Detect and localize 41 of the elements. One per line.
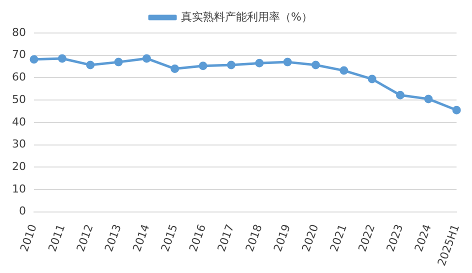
x-tick-label: 2016 [186,222,209,254]
x-tick-label: 2019 [271,222,294,254]
point [424,94,433,104]
point [396,90,404,100]
legend-label: 真实熟料产能利用率（%） [181,10,312,24]
x-tick-label: 2011 [46,222,68,254]
point [198,62,208,70]
x-tick-label: 2023 [384,222,406,254]
point [452,106,461,114]
y-tick-label: 30 [12,138,26,151]
point [226,60,236,70]
x-tick-label: 2010 [18,222,40,254]
point [340,66,348,75]
y-tick-label: 40 [12,115,26,128]
point [255,58,264,68]
x-tick-label: 2014 [130,222,152,254]
point [86,60,95,70]
point [170,64,180,74]
x-tick-label: 2021 [328,222,350,254]
y-tick-label: 20 [12,160,26,173]
point [311,60,320,70]
y-tick-label: 80 [12,26,26,39]
point [30,55,38,64]
y-tick-label: 0 [18,204,26,218]
x-tick-label: 2022 [356,222,378,254]
y-tick-label: 60 [12,70,26,84]
point [114,58,123,66]
y-tick-label: 10 [12,182,26,196]
x-tick-label: 2024 [412,222,434,254]
x-tick-label: 2012 [74,222,96,254]
y-tick-label: 70 [12,48,26,62]
point [368,74,376,84]
x-tick-label: 2018 [243,222,265,254]
x-tick-label: 2017 [214,222,237,254]
x-tick-label: 2013 [102,222,124,254]
point [283,58,292,66]
x-tick-label: 2015 [158,222,180,254]
point [58,54,66,63]
point [142,54,151,63]
x-tick-label: 2020 [299,222,322,254]
y-tick-label: 50 [12,92,26,106]
